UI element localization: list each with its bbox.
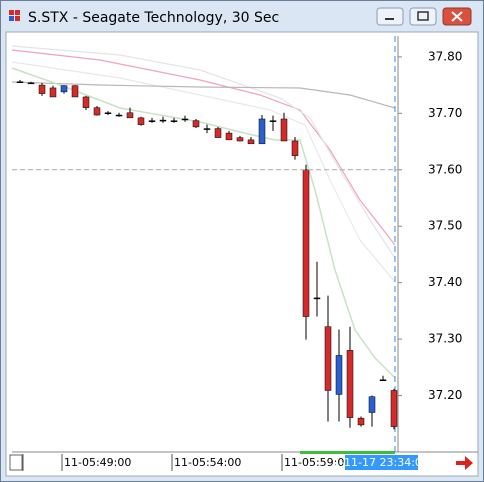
y-tick-label: 37.80 [428,49,462,63]
moving-average [11,81,396,109]
candle-body [379,379,387,382]
maximize-button[interactable] [409,7,437,26]
candle-body [291,140,299,156]
candle-body [71,85,79,98]
plot-area [12,36,398,452]
y-tick-label: 37.40 [428,275,462,289]
session-bar [300,451,395,454]
x-tick-label: 11-05:59:00 [284,456,351,469]
candle-body [192,120,200,128]
candle-body [357,417,365,426]
x-tick-label: 11-05:54:00 [174,456,241,469]
minimize-button[interactable] [376,7,404,26]
candle-body [368,396,376,413]
close-button[interactable] [442,7,472,26]
moving-average [11,61,396,283]
candle-body [170,120,178,122]
candle-body [214,128,222,138]
candle-body [159,119,167,122]
candle-body [115,114,123,117]
candle-body [280,118,288,142]
candle-body [324,326,332,391]
candle-body [269,120,277,122]
candle-body [49,87,57,98]
nav-arrow[interactable] [456,456,473,470]
candle-body [126,112,134,119]
candle-body [104,112,112,115]
candle-body [258,118,266,145]
y-tick-label: 37.70 [428,106,462,120]
y-tick-label: 37.20 [428,388,462,402]
y-tick-label: 37.30 [428,332,462,346]
scroll-box[interactable] [9,454,23,471]
candle-body [225,132,233,141]
candle-body [82,96,90,108]
candle-body [313,297,321,300]
y-tick-label: 37.60 [428,162,462,176]
candle-body [346,350,354,418]
app-icon [9,10,20,21]
cursor-label-box [345,455,418,470]
moving-average [11,49,396,246]
candle-body [181,118,189,121]
moving-average [11,67,396,379]
candle-body [203,128,211,130]
candle-body [335,355,343,395]
candle-body [390,390,398,427]
x-tick-label: 11-05:49:00 [64,456,131,469]
candle-body [302,169,310,317]
y-tick-label: 37.50 [428,219,462,233]
candle-body [236,137,244,142]
moving-average [11,45,396,259]
candle-body [247,139,255,145]
candle-body [38,84,46,94]
candle-body [16,81,24,83]
candle-body [93,107,101,116]
candle-body [60,85,68,93]
candle-body [137,117,145,125]
candle-body [27,82,35,85]
window-title: S.STX - Seagate Technology, 30 Sec [28,10,279,26]
candle-body [148,120,156,122]
cursor-label: 1-11-17 23:34:00 [333,456,429,469]
